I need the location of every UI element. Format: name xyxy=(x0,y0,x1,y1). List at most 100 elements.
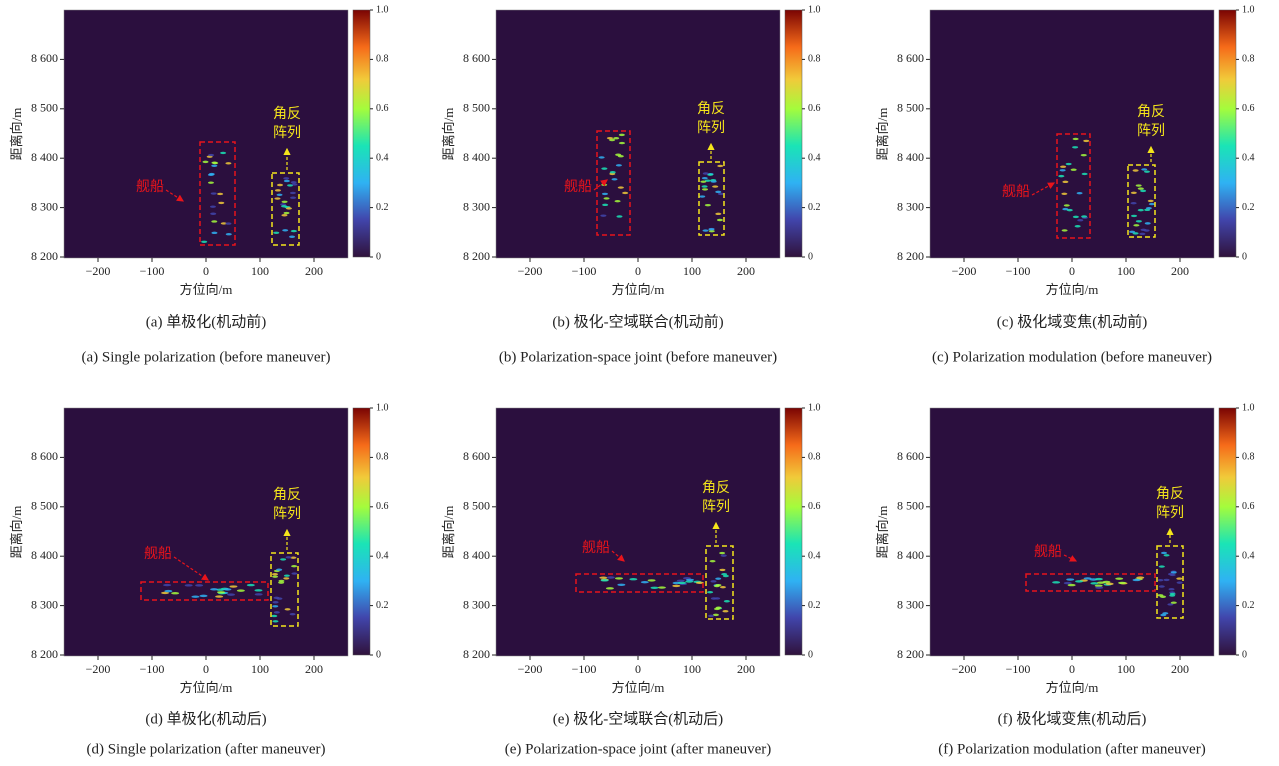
speckle xyxy=(1095,578,1103,580)
speckle xyxy=(292,183,298,185)
speckle xyxy=(658,586,666,588)
colorbar-tick-label: 0.4 xyxy=(1242,152,1255,163)
speckle xyxy=(600,214,606,216)
speckle xyxy=(1133,224,1139,226)
speckle xyxy=(255,593,263,595)
x-tick-label: 100 xyxy=(683,264,701,278)
x-tick-label: −200 xyxy=(952,264,977,278)
y-tick-label: 8 300 xyxy=(31,597,58,611)
x-tick-label: −200 xyxy=(518,264,543,278)
x-tick-label: −100 xyxy=(140,662,165,676)
speckle xyxy=(1060,169,1066,171)
speckle xyxy=(715,577,721,579)
speckle xyxy=(707,591,713,593)
speckle xyxy=(715,191,721,193)
array-label: 角反 xyxy=(697,101,725,117)
caption-en: (c) Polarization modulation (before mane… xyxy=(932,349,1212,365)
colorbar-tick-label: 0.8 xyxy=(1242,54,1255,65)
speckle xyxy=(699,195,705,197)
speckle xyxy=(211,220,217,222)
speckle xyxy=(281,205,287,207)
colorbar-tick-label: 0.6 xyxy=(808,501,821,512)
speckle xyxy=(274,197,280,199)
speckle xyxy=(1072,146,1078,148)
speckle xyxy=(1066,163,1072,165)
speckle xyxy=(602,204,608,206)
speckle xyxy=(254,589,262,591)
colorbar xyxy=(353,408,370,655)
y-tick-label: 8 400 xyxy=(31,548,58,562)
x-axis-label: 方位向/m xyxy=(1046,680,1099,695)
speckle xyxy=(1083,140,1089,142)
y-tick-label: 8 200 xyxy=(897,647,924,661)
colorbar-tick-label: 0.8 xyxy=(376,452,389,463)
speckle xyxy=(290,192,296,194)
y-tick-label: 8 500 xyxy=(31,101,58,115)
speckle xyxy=(1139,233,1145,235)
speckle xyxy=(1071,169,1077,171)
panel: −200−10001002008 2008 3008 4008 5008 600… xyxy=(875,402,1255,757)
speckle xyxy=(616,215,622,217)
y-tick-label: 8 300 xyxy=(897,597,924,611)
y-tick-label: 8 400 xyxy=(897,548,924,562)
speckle xyxy=(290,197,296,199)
speckle xyxy=(1146,207,1152,209)
speckle xyxy=(208,154,214,156)
speckle xyxy=(286,207,292,209)
caption-en: (a) Single polarization (before maneuver… xyxy=(81,349,330,365)
sar-image xyxy=(930,408,1214,656)
speckle xyxy=(629,578,637,580)
colorbar-tick-label: 0.2 xyxy=(1242,600,1255,611)
speckle xyxy=(686,579,694,581)
speckle xyxy=(282,201,288,203)
ship-label: 舰船 xyxy=(582,540,610,556)
speckle xyxy=(1136,220,1142,222)
speckle xyxy=(290,613,296,615)
speckle xyxy=(708,228,714,230)
colorbar-tick-label: 1.0 xyxy=(1242,4,1255,15)
speckle xyxy=(284,212,290,214)
speckle xyxy=(1118,582,1126,584)
speckle xyxy=(1060,166,1066,168)
colorbar-tick-label: 0.8 xyxy=(376,54,389,65)
speckle xyxy=(1138,209,1144,211)
y-tick-label: 8 600 xyxy=(463,51,490,65)
x-tick-label: −100 xyxy=(140,264,165,278)
speckle xyxy=(280,558,286,560)
speckle xyxy=(615,154,621,156)
sar-image xyxy=(64,10,348,258)
speckle xyxy=(212,162,218,164)
array-label: 阵列 xyxy=(273,125,301,141)
sar-image xyxy=(496,10,780,258)
colorbar-tick-label: 1.0 xyxy=(1242,402,1255,413)
colorbar-tick-label: 0.8 xyxy=(808,54,821,65)
x-axis-label: 方位向/m xyxy=(612,282,665,297)
speckle xyxy=(609,139,615,141)
speckle xyxy=(606,587,614,589)
colorbar-tick-label: 0 xyxy=(376,251,381,262)
speckle xyxy=(273,601,279,603)
speckle xyxy=(1115,577,1123,579)
x-tick-label: 200 xyxy=(305,264,323,278)
speckle xyxy=(1129,231,1135,233)
x-axis-label: 方位向/m xyxy=(180,680,233,695)
colorbar xyxy=(1219,408,1236,655)
speckle xyxy=(164,590,172,592)
page: {"axes": {"xlabel": "方位向/m", "ylabel": "… xyxy=(0,0,1279,766)
colorbar-tick-label: 1.0 xyxy=(376,4,389,15)
colorbar-tick-label: 1.0 xyxy=(808,402,821,413)
speckle xyxy=(602,193,608,195)
colorbar-tick-label: 0.4 xyxy=(376,152,389,163)
speckle xyxy=(715,213,721,215)
colorbar-tick-label: 0.2 xyxy=(1242,202,1255,213)
array-label: 角反 xyxy=(273,487,301,503)
x-axis-label: 方位向/m xyxy=(180,282,233,297)
x-tick-label: 0 xyxy=(635,264,641,278)
speckle xyxy=(225,162,231,164)
x-tick-label: 0 xyxy=(1069,264,1075,278)
x-tick-label: 100 xyxy=(1117,662,1135,676)
colorbar-tick-label: 0 xyxy=(1242,649,1247,660)
speckle xyxy=(1136,576,1144,578)
y-tick-label: 8 200 xyxy=(463,647,490,661)
ship-label: 舰船 xyxy=(136,179,164,195)
